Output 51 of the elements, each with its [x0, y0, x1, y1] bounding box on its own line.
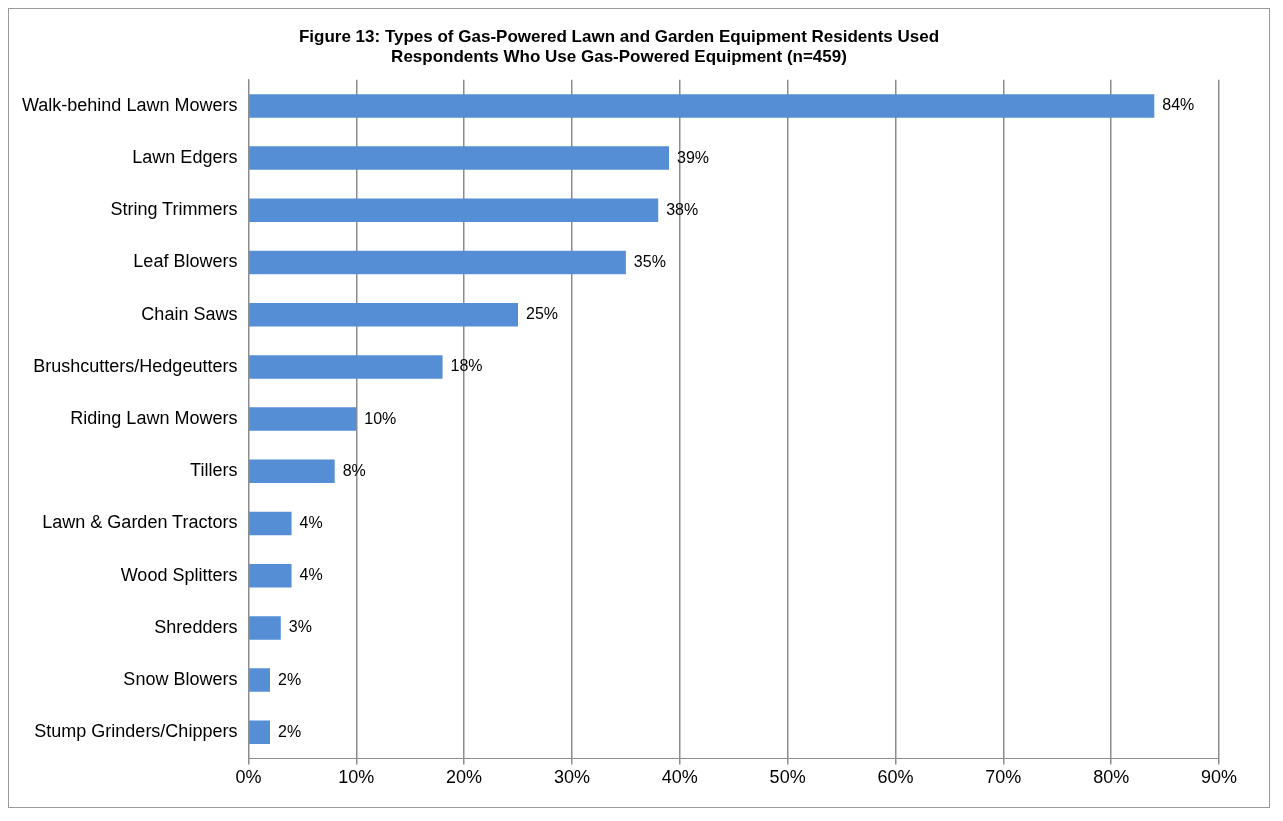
data-label: 2%: [277, 722, 302, 740]
data-label: 10%: [364, 409, 397, 427]
bar: [249, 511, 292, 536]
y-tick-label: String Trimmers: [110, 199, 238, 220]
data-label: 4%: [299, 566, 323, 584]
y-tick-label: Chain Saws: [141, 303, 238, 324]
x-tick-label: 60%: [877, 767, 914, 788]
data-label: 18%: [450, 357, 483, 375]
data-label: 4%: [299, 513, 323, 531]
y-tick-label: Tillers: [190, 460, 238, 481]
x-tick-label: 70%: [985, 767, 1022, 788]
bar: [249, 198, 659, 223]
x-tick-label: 30%: [553, 767, 590, 788]
x-tick-label: 90%: [1200, 767, 1238, 788]
x-tick-label: 10%: [338, 767, 375, 788]
y-tick-label: Lawn & Garden Tractors: [42, 512, 238, 533]
x-tick-label: 20%: [446, 767, 483, 788]
bar: [249, 355, 443, 379]
y-tick-label: Walk-behind Lawn Mowers: [22, 94, 238, 115]
bar: [249, 668, 270, 692]
x-tick-label: 80%: [1093, 767, 1130, 788]
bar: [249, 302, 519, 327]
y-tick-label: Stump Grinders/Chippers: [34, 721, 238, 742]
bar: [249, 94, 1155, 118]
y-tick-label: Brushcutters/Hedgeutters: [33, 355, 238, 376]
y-tick-label: Shredders: [154, 616, 238, 637]
data-label: 25%: [526, 305, 559, 323]
bar: [249, 146, 670, 170]
bar: [249, 720, 270, 745]
bar: [249, 459, 335, 484]
bar: [249, 250, 626, 275]
data-label: 84%: [1162, 96, 1195, 114]
bar: [249, 407, 357, 431]
data-label: 2%: [277, 670, 302, 688]
bar: [249, 563, 292, 588]
bar: [249, 616, 281, 640]
x-tick-label: 50%: [769, 767, 806, 788]
data-label: 39%: [677, 148, 710, 166]
chart-title: Figure 13: Types of Gas-Powered Lawn and Garden Equipment Residents Used: [298, 26, 940, 46]
y-tick-label: Snow Blowers: [123, 669, 238, 690]
data-label: 8%: [342, 461, 366, 479]
x-tick-label: 40%: [661, 767, 698, 788]
chart-subtitle: Respondents Who Use Gas-Powered Equipment (n=459): [391, 47, 847, 67]
data-label: 35%: [633, 252, 666, 270]
data-label: 3%: [288, 618, 312, 636]
y-tick-label: Wood Splitters: [120, 564, 238, 585]
y-tick-label: Leaf Blowers: [133, 251, 238, 272]
y-tick-label: Riding Lawn Mowers: [70, 408, 238, 429]
y-tick-label: Lawn Edgers: [132, 147, 238, 168]
data-label: 38%: [666, 200, 699, 218]
x-tick-label: 0%: [235, 767, 262, 788]
